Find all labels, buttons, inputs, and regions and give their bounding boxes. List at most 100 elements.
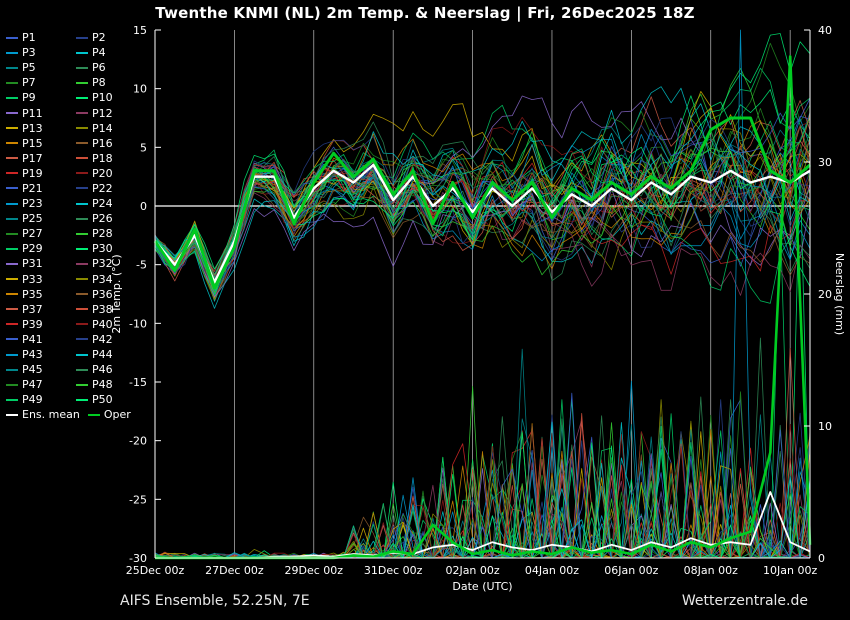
- legend-item-p8: P8: [76, 75, 146, 90]
- legend-label: P29: [22, 242, 43, 256]
- right-tick-label: 40: [818, 24, 832, 37]
- legend-item-p15: P15: [6, 136, 76, 151]
- legend-label: P49: [22, 393, 43, 407]
- legend-color-swatch: [6, 262, 18, 265]
- legend-label: P9: [22, 91, 36, 105]
- legend-label: P36: [92, 287, 113, 301]
- legend-label: P11: [22, 106, 43, 120]
- source-caption: Wetterzentrale.de: [681, 593, 808, 609]
- legend-label: P47: [22, 378, 43, 392]
- legend-item-p31: P31: [6, 256, 76, 271]
- left-tick-label: 10: [133, 83, 147, 96]
- legend-color-swatch: [6, 36, 18, 39]
- legend-color-swatch: [6, 413, 18, 416]
- legend-label: P43: [22, 348, 43, 362]
- legend-item-p3: P3: [6, 45, 76, 60]
- legend-color-swatch: [6, 187, 18, 190]
- legend-label: P20: [92, 166, 113, 180]
- legend-color-swatch: [6, 217, 18, 220]
- right-tick-label: 30: [818, 156, 832, 169]
- member-precip-line: [154, 214, 810, 559]
- legend-item-p32: P32: [76, 256, 146, 271]
- legend-item-p1: P1: [6, 30, 76, 45]
- legend-item-p48: P48: [76, 377, 146, 392]
- legend-label: P46: [92, 363, 113, 377]
- legend-color-swatch: [6, 293, 18, 296]
- legend-item-p33: P33: [6, 272, 76, 287]
- legend-color-swatch: [76, 96, 88, 99]
- left-tick-label: 5: [140, 141, 147, 154]
- legend-item-p26: P26: [76, 211, 146, 226]
- legend-label: P21: [22, 181, 43, 195]
- legend-color-swatch: [76, 353, 88, 356]
- legend-color-swatch: [76, 157, 88, 160]
- legend-item-p9: P9: [6, 90, 76, 105]
- legend-item-p13: P13: [6, 121, 76, 136]
- left-tick-label: -25: [129, 493, 147, 506]
- legend-item-p25: P25: [6, 211, 76, 226]
- legend-item-p27: P27: [6, 226, 76, 241]
- x-tick-label: 04Jan 00z: [525, 564, 579, 577]
- legend-color-swatch: [6, 383, 18, 386]
- legend-label: P32: [92, 257, 113, 271]
- legend-item-p39: P39: [6, 317, 76, 332]
- legend-color-swatch: [6, 368, 18, 371]
- legend-color-swatch: [76, 262, 88, 265]
- legend-color-swatch: [76, 383, 88, 386]
- legend-label: P8: [92, 76, 106, 90]
- legend-item-p14: P14: [76, 121, 146, 136]
- member-precip-line: [155, 161, 811, 559]
- legend-color-swatch: [6, 66, 18, 69]
- member-temp-line: [154, 108, 811, 286]
- right-tick-label: 10: [818, 420, 832, 433]
- legend-label: P2: [92, 31, 106, 45]
- legend-label: P10: [92, 91, 113, 105]
- legend-item-p16: P16: [76, 136, 146, 151]
- legend-color-swatch: [6, 112, 18, 115]
- x-tick-label: 31Dec 00z: [364, 564, 423, 577]
- legend-label: P19: [22, 166, 43, 180]
- legend-label: P24: [92, 197, 113, 211]
- legend-item-p2: P2: [76, 30, 146, 45]
- legend-color-swatch: [76, 142, 88, 145]
- footer: AIFS Ensemble, 52.25N, 7E Wetterzentrale…: [0, 593, 850, 615]
- member-precip-line: [154, 391, 810, 559]
- legend-color-swatch: [76, 293, 88, 296]
- legend-label: P28: [92, 227, 113, 241]
- legend-color-swatch: [76, 398, 88, 401]
- legend-color-swatch: [76, 247, 88, 250]
- legend-color-swatch: [6, 157, 18, 160]
- legend-color-swatch: [76, 51, 88, 54]
- legend-item-p40: P40: [76, 317, 146, 332]
- legend-label: P40: [92, 317, 113, 331]
- oper-temp-line: [153, 116, 811, 290]
- legend-item-p24: P24: [76, 196, 146, 211]
- right-tick-label: 0: [818, 552, 825, 565]
- right-tick-label: 20: [818, 288, 832, 301]
- legend-item-p50: P50: [76, 392, 146, 407]
- legend-color-swatch: [76, 172, 88, 175]
- legend-item-p12: P12: [76, 105, 146, 120]
- left-axis-title: 2m Temp. (°C): [110, 254, 123, 333]
- legend-label: P16: [92, 136, 113, 150]
- x-tick-label: 25Dec 00z: [126, 564, 185, 577]
- legend-label: P6: [92, 61, 106, 75]
- legend-label: P14: [92, 121, 113, 135]
- legend-label: P23: [22, 197, 43, 211]
- legend-label: P18: [92, 151, 113, 165]
- x-tick-label: 06Jan 00z: [604, 564, 658, 577]
- legend-item-p30: P30: [76, 241, 146, 256]
- legend-color-swatch: [6, 81, 18, 84]
- legend-color-swatch: [76, 127, 88, 130]
- legend-item-p20: P20: [76, 166, 146, 181]
- right-axis-title: Neerslag (mm): [833, 253, 846, 335]
- legend-color-swatch: [6, 308, 18, 311]
- legend-item-p41: P41: [6, 332, 76, 347]
- legend-item-p22: P22: [76, 181, 146, 196]
- legend-mean-oper: Ens. mean Oper: [6, 408, 166, 421]
- legend-label: P39: [22, 317, 43, 331]
- legend-label: P25: [22, 212, 43, 226]
- legend-item-p45: P45: [6, 362, 76, 377]
- legend-color-swatch: [6, 353, 18, 356]
